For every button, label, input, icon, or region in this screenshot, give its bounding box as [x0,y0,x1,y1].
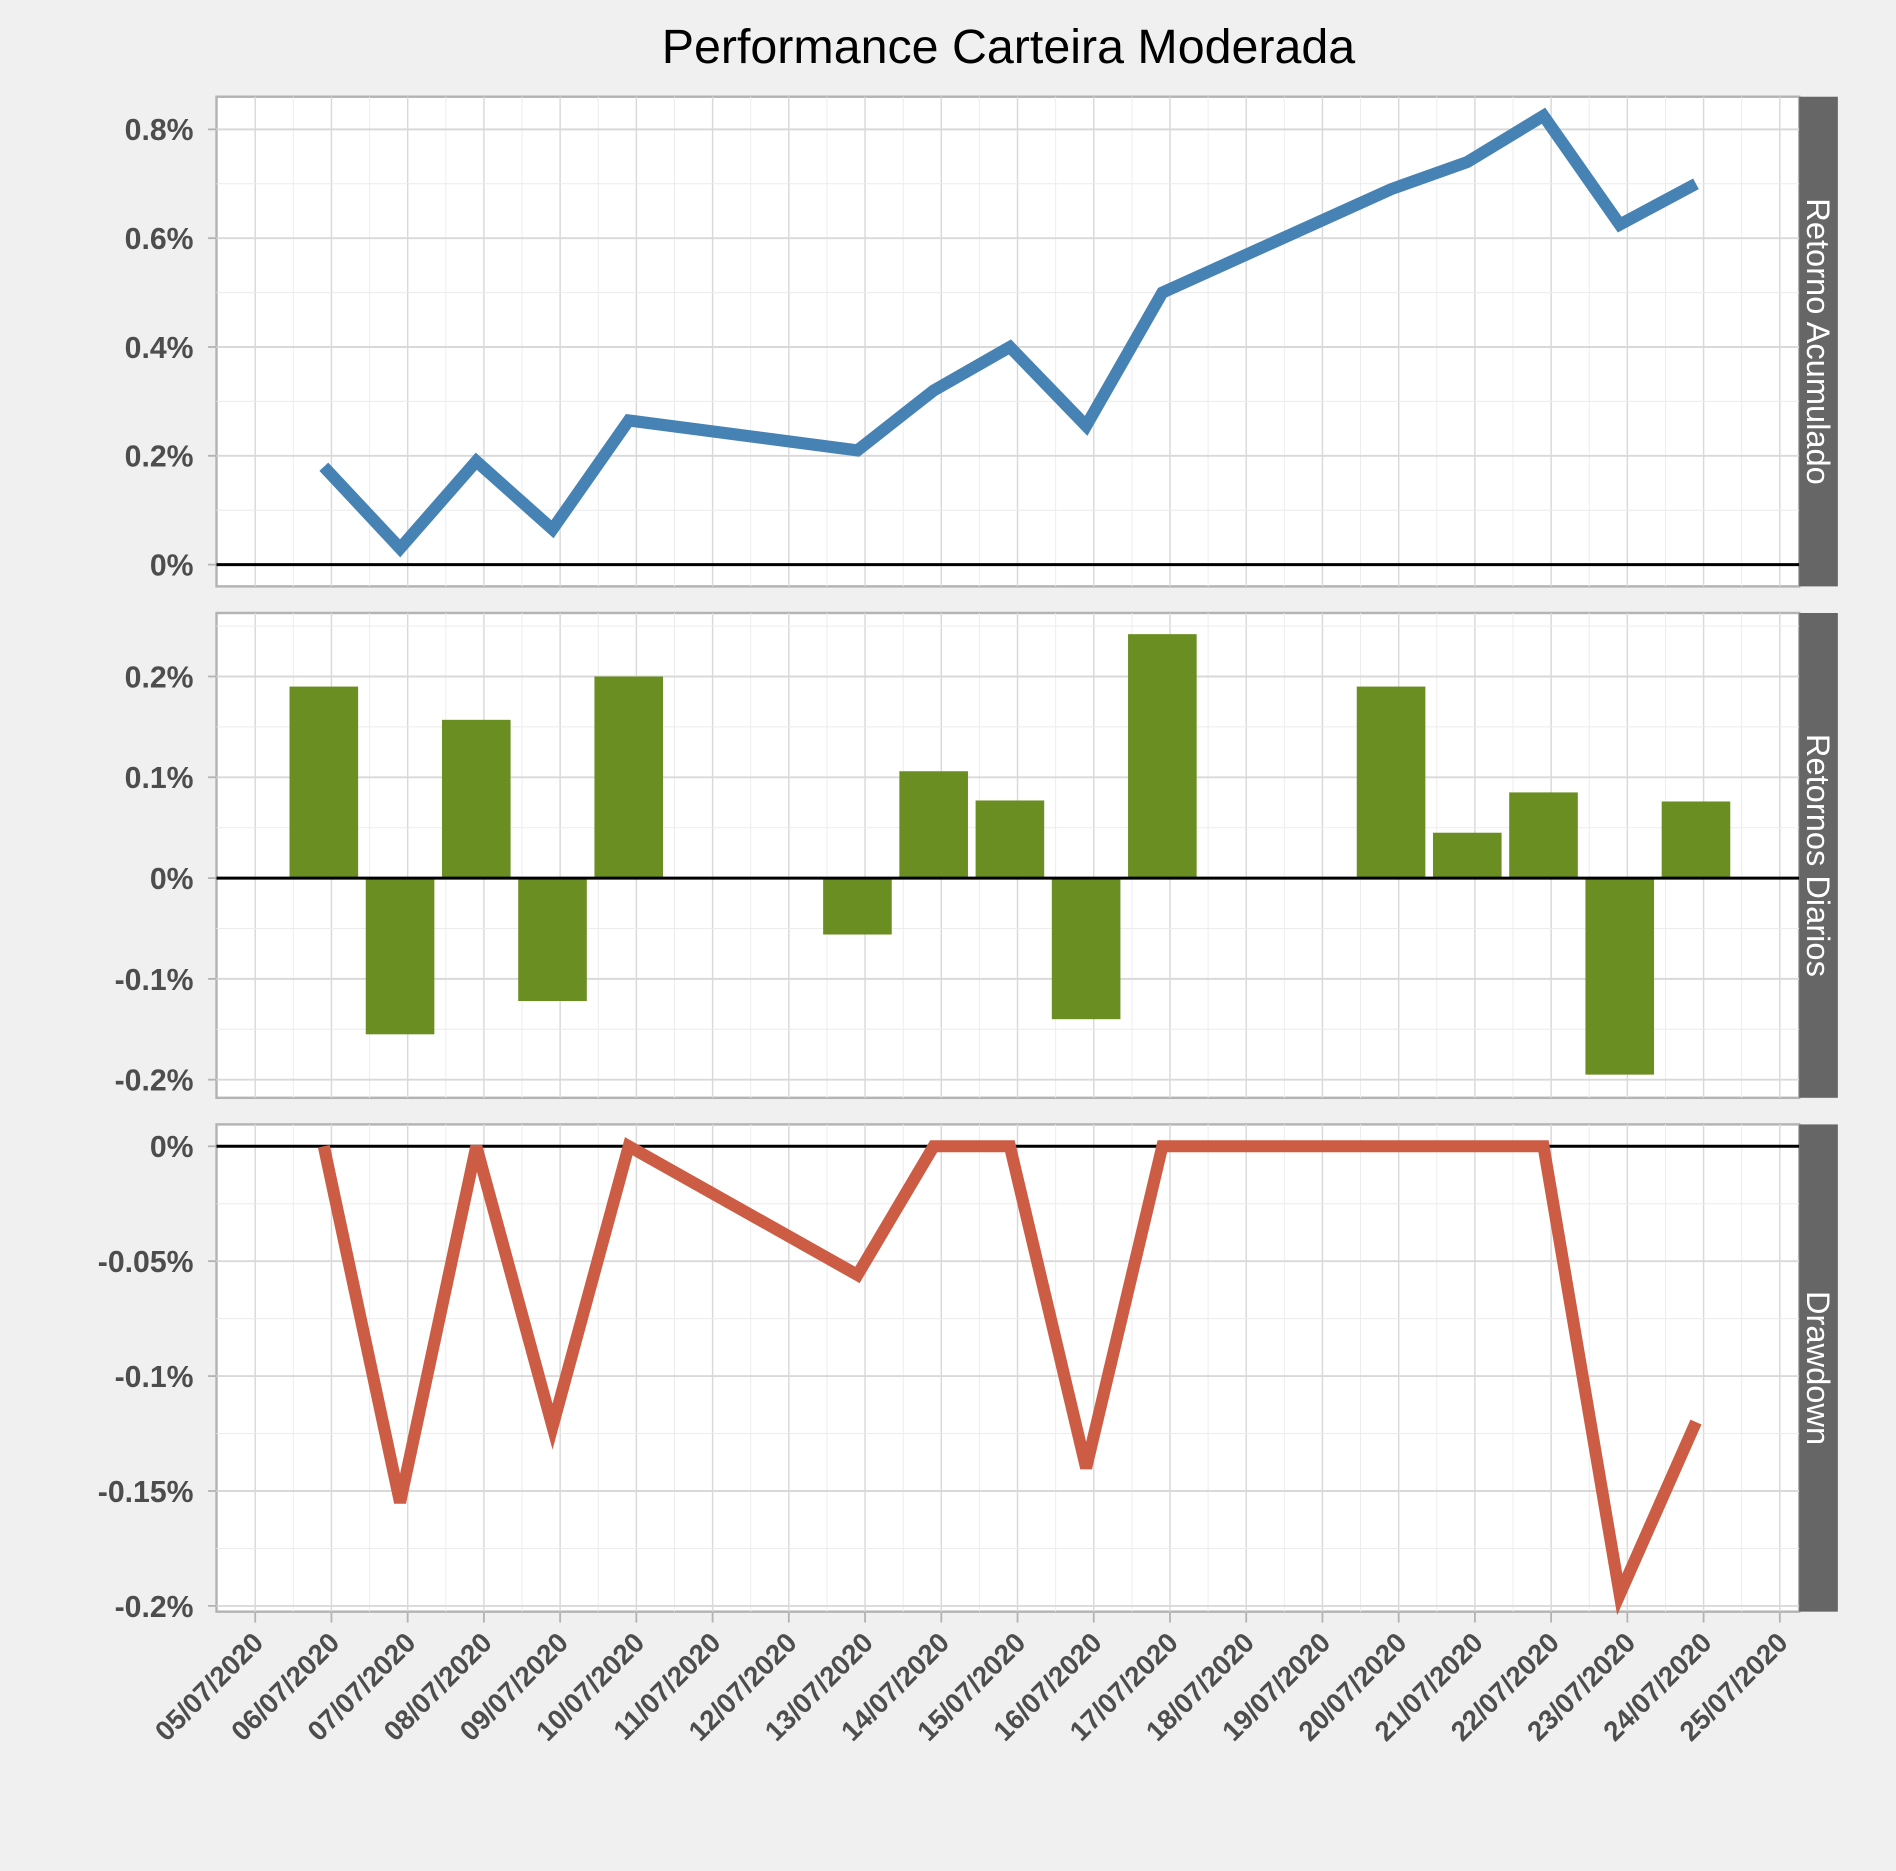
bar [1051,878,1121,1020]
panel-2: -0.2% -0.15% -0.1% -0.05% 0% Drawdown [98,1123,1838,1624]
facet-strip-label: Retornos Diarios [1800,734,1837,977]
facet-strip [1799,612,1838,1098]
y-tick-label: 0% [150,550,194,583]
y-tick-label: 0.1% [125,762,194,795]
bar [1509,792,1578,879]
bar [1432,832,1502,879]
bar [899,771,968,879]
bar [1128,634,1197,879]
y-tick-label: 0.2% [125,661,194,694]
y-tick-label: -0.15% [98,1476,194,1509]
bar [1356,686,1426,879]
y-tick-label: -0.2% [115,1065,194,1098]
bar [1585,878,1655,1075]
y-tick-label: 0.4% [125,332,194,365]
bar [1661,801,1731,879]
bar [594,676,664,879]
y-tick-label: -0.05% [98,1246,194,1279]
facet-strip-label: Retorno Acumulado [1800,198,1837,485]
bar [365,878,435,1035]
y-tick-label: 0.8% [125,114,194,147]
bar [975,800,1045,879]
facet-strip-label: Drawdown [1800,1291,1837,1445]
y-tick-label: 0% [150,863,194,896]
y-tick-label: -0.1% [115,964,194,997]
panel-background [215,1123,1801,1613]
facet-strip [1799,96,1838,587]
bar [518,878,587,1002]
bar [289,686,359,879]
y-tick-label: 0.2% [125,441,194,474]
panel-1: -0.2% -0.1% 0% 0.1% 0.2% Retornos Diarios [115,611,1838,1100]
y-tick-label: -0.2% [115,1591,194,1624]
y-tick-label: -0.1% [115,1361,194,1394]
chart-title: Performance Carteira Moderada [662,20,1356,74]
bar [823,878,892,935]
y-tick-label: 0.6% [125,223,194,256]
panel-0: 0% 0.2% 0.4% 0.6% 0.8% Retorno Acumulado [125,95,1838,588]
bar [441,719,511,879]
y-tick-label: 0% [150,1131,194,1164]
facet-strip [1799,1124,1838,1612]
